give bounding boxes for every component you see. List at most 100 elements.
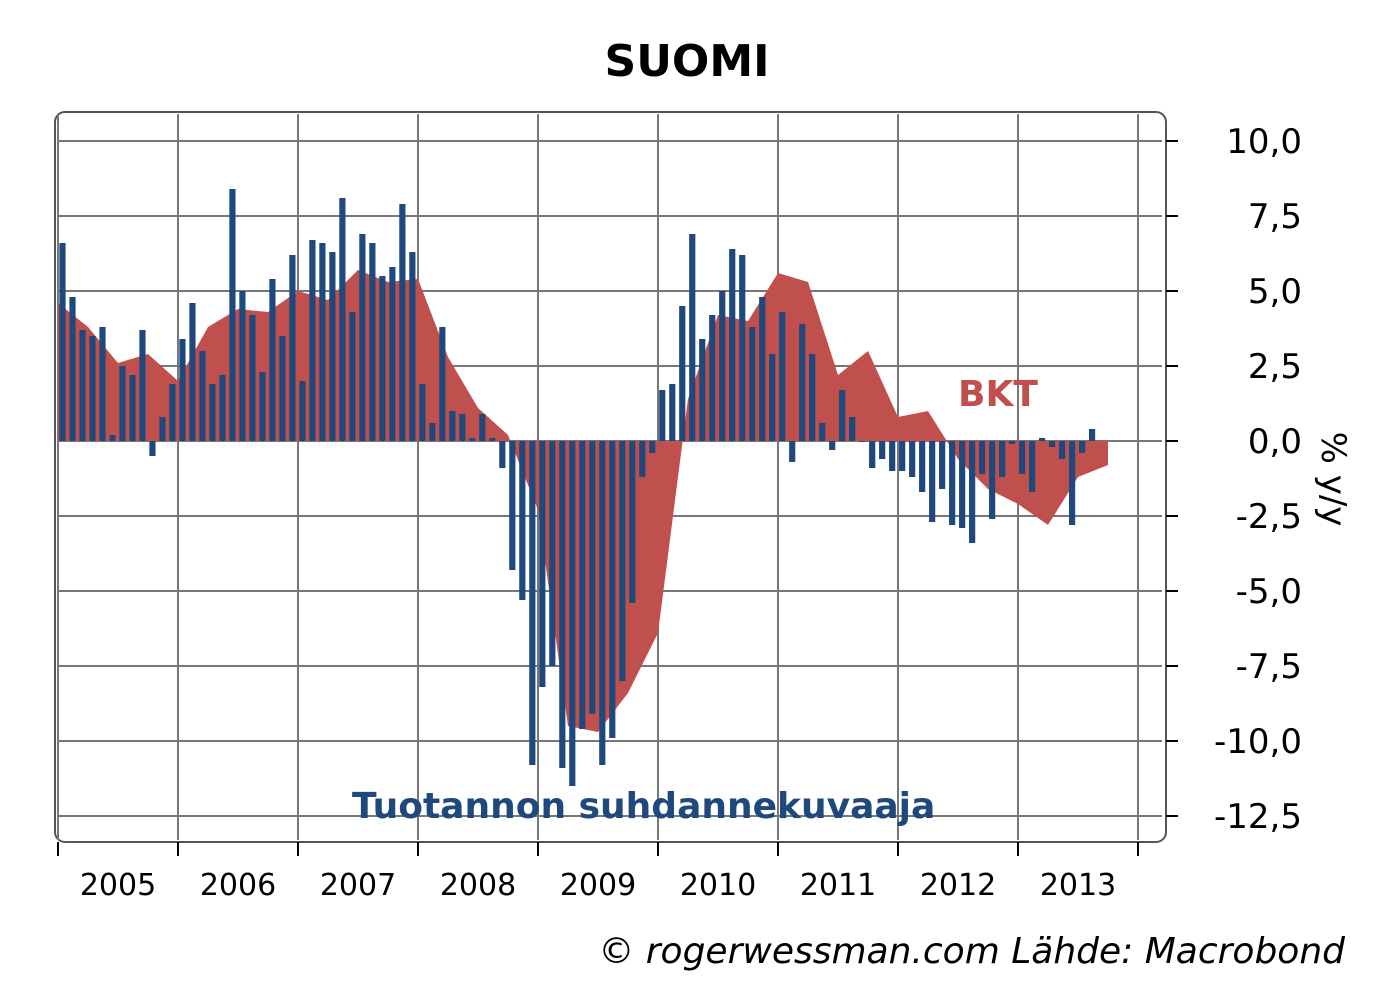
industry-bar: [989, 441, 996, 519]
industry-bar: [1049, 441, 1056, 447]
industry-bar: [459, 414, 466, 441]
industry-bar: [199, 351, 206, 441]
industry-bar: [509, 441, 516, 570]
industry-bar: [369, 243, 376, 441]
industry-bar: [929, 441, 936, 522]
industry-bar: [239, 291, 246, 441]
industry-bar: [399, 204, 406, 441]
x-tick-label: 2012: [920, 868, 996, 903]
industry-bar: [629, 441, 636, 603]
y-tick-label: 7,5: [1248, 197, 1302, 237]
industry-bar: [119, 366, 126, 441]
y-axis-label: % y/y: [1313, 432, 1353, 527]
industry-bar: [539, 441, 546, 687]
industry-series-label: Tuotannon suhdannekuvaaja: [352, 786, 935, 827]
industry-bar: [959, 441, 966, 528]
industry-bar: [339, 198, 346, 441]
industry-bar: [519, 441, 526, 600]
industry-bar: [919, 441, 926, 492]
industry-bar: [439, 327, 446, 441]
industry-bar: [879, 441, 886, 459]
industry-bar: [329, 252, 336, 441]
industry-bar: [309, 240, 316, 441]
industry-bar: [729, 249, 736, 441]
industry-bar: [499, 441, 506, 468]
industry-bar: [719, 291, 726, 441]
industry-bar: [899, 441, 906, 471]
industry-bar: [1058, 441, 1066, 459]
industry-bar: [289, 255, 296, 441]
industry-bar: [1009, 441, 1016, 444]
y-tick-label: 0,0: [1248, 422, 1302, 462]
industry-bar: [999, 441, 1006, 477]
industry-bar: [169, 384, 176, 441]
industry-bar: [279, 336, 286, 441]
industry-bar: [409, 252, 416, 441]
industry-bar: [779, 312, 786, 441]
industry-bar: [559, 441, 566, 768]
industry-series: [59, 189, 1096, 786]
industry-bar: [269, 279, 276, 441]
industry-bar: [1078, 441, 1086, 453]
industry-bar: [299, 381, 306, 441]
industry-bar: [1029, 441, 1036, 492]
industry-bar: [709, 315, 716, 441]
x-tick-label: 2005: [80, 868, 156, 903]
industry-bar: [469, 438, 476, 441]
industry-bar: [379, 276, 386, 441]
chart-title: SUOMI: [605, 36, 770, 87]
y-tick-label: -2,5: [1236, 497, 1302, 537]
industry-bar: [99, 327, 106, 441]
industry-bar: [149, 441, 156, 456]
industry-bar: [839, 390, 846, 441]
industry-bar: [609, 441, 616, 738]
industry-bar: [699, 339, 706, 441]
y-tick-label: -10,0: [1214, 722, 1302, 762]
industry-bar: [389, 267, 396, 441]
industry-bar: [249, 315, 256, 441]
industry-bar: [599, 441, 606, 765]
industry-bar: [59, 243, 66, 441]
industry-bar: [1068, 441, 1076, 525]
y-axis: 10,0 7,5 5,0 2,5 0,0 -2,5 -5,0 -7,5 -10,0 -12,5: [1166, 122, 1302, 837]
industry-bar: [589, 441, 596, 714]
y-tick-label: 2,5: [1248, 347, 1302, 387]
industry-bar: [979, 441, 986, 474]
y-tick-label: -5,0: [1236, 572, 1302, 612]
industry-bar: [179, 339, 186, 441]
industry-bar: [229, 189, 236, 441]
industry-bar: [419, 384, 426, 441]
y-tick-label: -12,5: [1214, 797, 1302, 837]
industry-bar: [479, 414, 486, 441]
industry-bar: [789, 441, 796, 462]
industry-bar: [949, 441, 956, 525]
industry-bar: [669, 384, 676, 441]
industry-bar: [659, 390, 666, 441]
y-tick-label: 10,0: [1226, 122, 1302, 162]
industry-bar: [909, 441, 916, 477]
x-tick-label: 2011: [800, 868, 876, 903]
industry-bar: [809, 354, 816, 441]
industry-bar: [849, 417, 856, 441]
industry-bar: [189, 303, 196, 441]
industry-bar: [769, 354, 776, 441]
y-tick-label: -7,5: [1236, 647, 1302, 687]
industry-bar: [689, 234, 696, 441]
industry-bar: [529, 441, 536, 765]
industry-bar: [319, 243, 326, 441]
industry-bar: [1088, 429, 1096, 441]
industry-bar: [969, 441, 976, 543]
industry-bar: [349, 312, 356, 441]
industry-bar: [129, 375, 136, 441]
industry-bar: [1019, 441, 1026, 474]
industry-bar: [799, 324, 806, 441]
industry-bar: [549, 441, 556, 666]
industry-bar: [639, 441, 646, 477]
industry-bar: [1039, 438, 1046, 441]
industry-bar: [359, 234, 366, 441]
industry-bar: [859, 441, 866, 442]
industry-bar: [259, 372, 266, 441]
x-tick-label: 2008: [440, 868, 516, 903]
industry-bar: [449, 411, 456, 441]
